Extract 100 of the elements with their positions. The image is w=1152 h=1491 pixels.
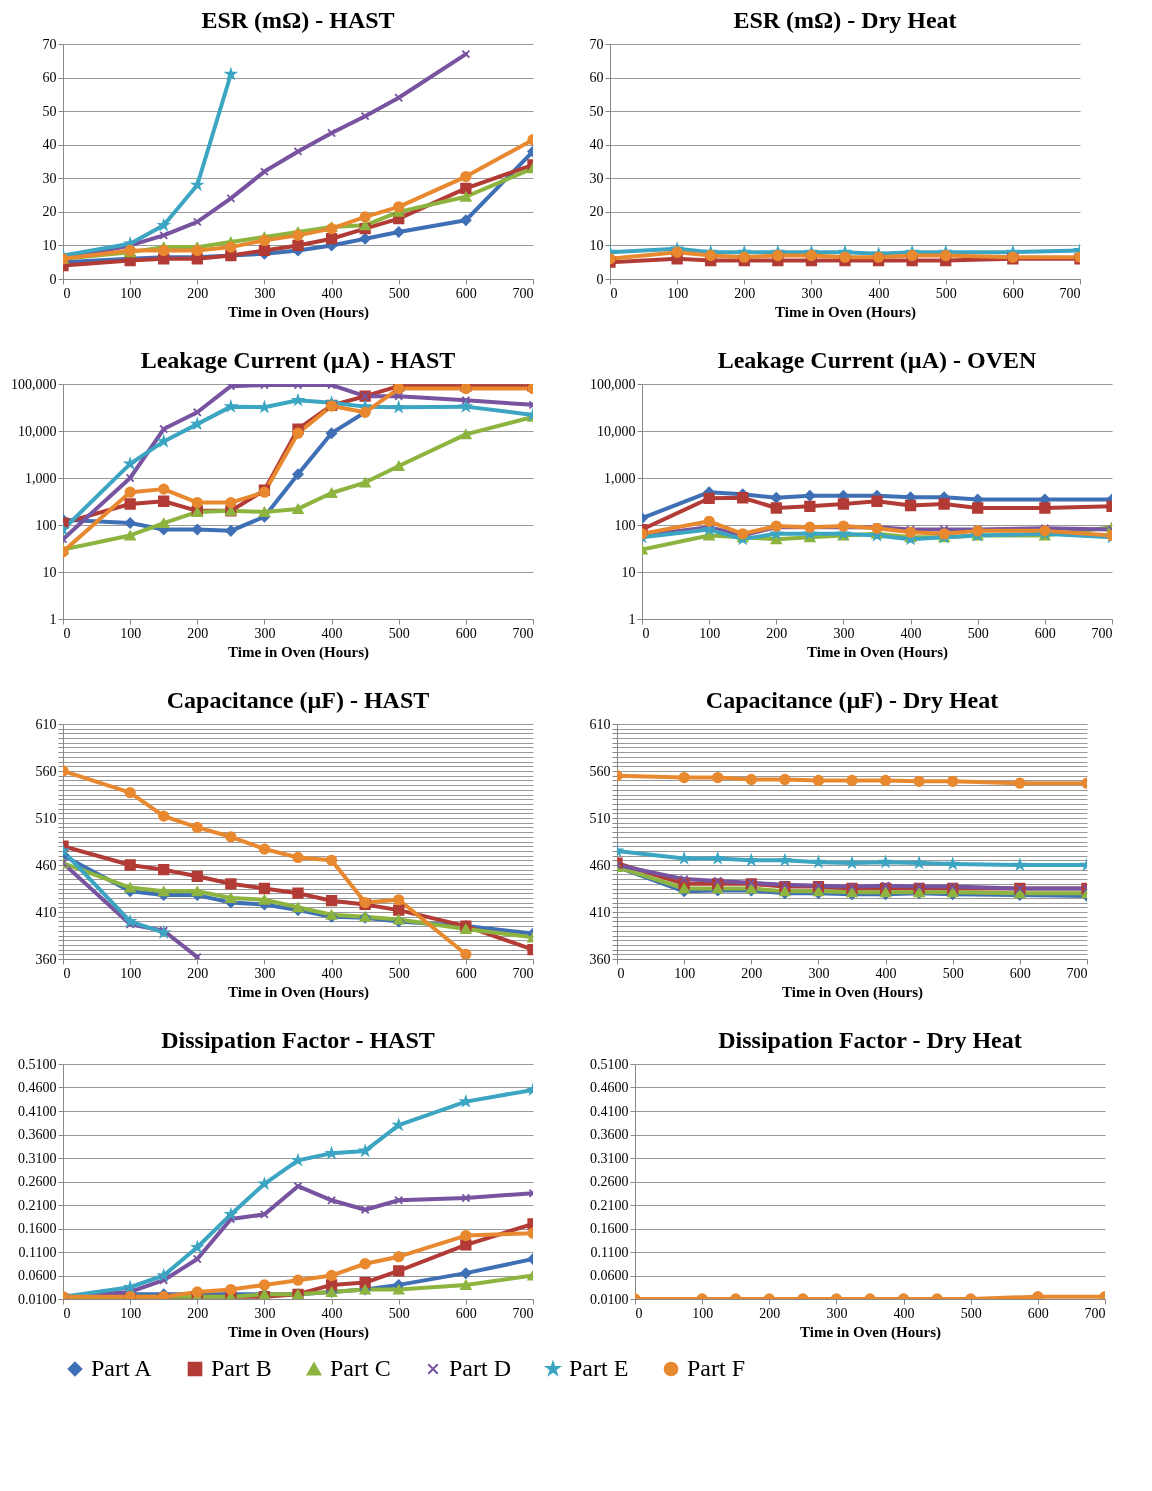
y-tick-label: 360	[589, 951, 611, 967]
x-tick-label: 700	[512, 1305, 534, 1321]
y-tick-label: 0.2100	[18, 1197, 57, 1213]
chart-title: Capacitance (µF) - HAST	[166, 687, 430, 713]
x-axis-title: Time in Oven (Hours)	[782, 983, 923, 1001]
y-tick-label: 100,000	[11, 376, 57, 392]
x-tick-label: 0	[63, 285, 71, 301]
y-tick-label: 10	[621, 564, 636, 580]
y-tick-label: 0.2600	[18, 1174, 57, 1189]
x-tick-label: 400	[321, 625, 343, 641]
x-axis-title: Time in Oven (Hours)	[228, 303, 369, 321]
y-tick-label: 0.5100	[590, 1056, 629, 1072]
x-tick-label: 100	[699, 625, 721, 641]
x-tick-label: 700	[1084, 1305, 1106, 1321]
x-tick-label: 600	[1002, 285, 1024, 301]
y-tick-label: 1	[49, 611, 57, 627]
x-tick-label: 0	[642, 625, 650, 641]
x-tick-label: 100	[120, 965, 142, 981]
y-tick-label: 0.1600	[590, 1221, 629, 1236]
x-tick-label: 400	[893, 1305, 915, 1321]
x-tick-label: 700	[512, 625, 534, 641]
y-tick-label: 560	[35, 763, 57, 779]
x-tick-label: 400	[321, 1305, 343, 1321]
x-tick-label: 600	[455, 625, 477, 641]
y-tick-label: 560	[589, 763, 611, 779]
chart-title: ESR (mΩ) - HAST	[201, 7, 395, 33]
x-tick-label: 100	[692, 1305, 714, 1321]
x-tick-label: 300	[808, 965, 830, 981]
y-tick-label: 100	[35, 517, 57, 533]
y-tick-label: 10	[589, 237, 604, 253]
y-tick-label: 50	[589, 103, 604, 119]
y-tick-label: 1	[628, 611, 636, 627]
legend-label: Part F	[687, 1355, 746, 1381]
legend-label: Part B	[211, 1355, 272, 1381]
x-tick-label: 200	[187, 965, 209, 981]
y-tick-label: 0.2600	[590, 1174, 629, 1189]
y-tick-label: 20	[589, 204, 604, 220]
y-tick-label: 0.2100	[590, 1197, 629, 1213]
y-tick-label: 1,000	[25, 470, 57, 486]
legend-label: Part C	[330, 1355, 391, 1381]
x-tick-label: 100	[120, 285, 142, 301]
x-tick-label: 200	[759, 1305, 781, 1321]
x-tick-label: 700	[512, 965, 534, 981]
x-tick-label: 500	[960, 1305, 982, 1321]
y-tick-label: 0.3600	[18, 1127, 57, 1142]
y-tick-label: 410	[35, 904, 57, 920]
x-axis-title: Time in Oven (Hours)	[228, 1323, 369, 1341]
y-tick-label: 610	[35, 716, 57, 732]
x-tick-label: 200	[766, 625, 788, 641]
x-tick-label: 200	[187, 625, 209, 641]
x-tick-label: 500	[388, 625, 410, 641]
x-tick-label: 0	[63, 1305, 71, 1321]
x-tick-label: 300	[801, 285, 823, 301]
y-tick-label: 0.4600	[18, 1080, 57, 1095]
y-tick-label: 0.5100	[18, 1056, 57, 1072]
x-tick-label: 0	[63, 965, 71, 981]
x-tick-label: 500	[388, 1305, 410, 1321]
y-tick-label: 20	[42, 204, 57, 220]
y-tick-label: 100,000	[590, 376, 636, 392]
x-tick-label: 400	[868, 285, 890, 301]
x-tick-label: 500	[388, 285, 410, 301]
x-tick-label: 400	[900, 625, 922, 641]
x-tick-label: 200	[187, 1305, 209, 1321]
x-tick-label: 700	[1091, 625, 1113, 641]
y-tick-label: 60	[42, 70, 57, 86]
y-tick-label: 0.4100	[590, 1103, 629, 1119]
x-tick-label: 700	[1066, 965, 1088, 981]
legend-label: Part A	[91, 1355, 153, 1381]
y-tick-label: 70	[589, 36, 604, 52]
y-tick-label: 0.1100	[590, 1244, 629, 1260]
y-tick-label: 40	[42, 137, 57, 153]
y-tick-label: 40	[589, 137, 604, 153]
x-tick-label: 100	[120, 625, 142, 641]
y-tick-label: 0.3100	[18, 1150, 57, 1166]
x-tick-label: 500	[935, 285, 957, 301]
x-tick-label: 300	[254, 625, 276, 641]
y-tick-label: 0	[49, 271, 57, 287]
x-tick-label: 600	[1034, 625, 1056, 641]
x-tick-label: 100	[667, 285, 689, 301]
y-tick-label: 1,000	[604, 470, 636, 486]
y-tick-label: 100	[614, 517, 636, 533]
x-axis-title: Time in Oven (Hours)	[228, 983, 369, 1001]
y-tick-label: 0.1600	[18, 1221, 57, 1236]
y-tick-label: 0.0600	[590, 1268, 629, 1283]
x-tick-label: 600	[1027, 1305, 1049, 1321]
chart-title: Capacitance (µF) - Dry Heat	[705, 687, 999, 713]
y-tick-label: 460	[589, 857, 611, 873]
x-axis-title: Time in Oven (Hours)	[775, 303, 916, 321]
chart-title: Leakage Current (µA) - OVEN	[717, 347, 1037, 373]
chart-title: Leakage Current (µA) - HAST	[140, 347, 456, 373]
y-tick-label: 510	[35, 810, 57, 826]
x-tick-label: 400	[321, 285, 343, 301]
y-tick-label: 10	[42, 564, 57, 580]
x-axis-title: Time in Oven (Hours)	[228, 643, 369, 661]
x-tick-label: 600	[455, 1305, 477, 1321]
x-tick-label: 300	[826, 1305, 848, 1321]
y-tick-label: 0	[596, 271, 604, 287]
x-tick-label: 700	[512, 285, 534, 301]
legend-label: Part D	[449, 1355, 511, 1381]
x-tick-label: 100	[120, 1305, 142, 1321]
